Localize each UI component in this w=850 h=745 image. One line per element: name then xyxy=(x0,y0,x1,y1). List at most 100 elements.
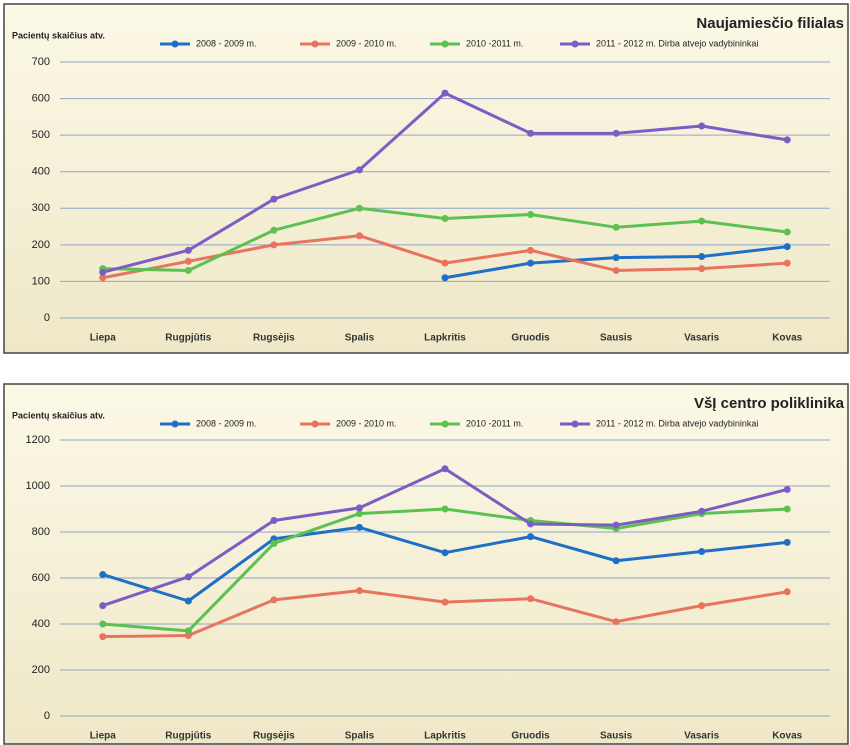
data-point xyxy=(441,259,449,267)
data-point xyxy=(355,166,363,174)
y-tick-label: 300 xyxy=(32,202,50,214)
data-point xyxy=(441,215,449,223)
legend-label: 2010 -2011 m. xyxy=(466,38,523,48)
legend-marker xyxy=(441,420,449,428)
y-tick-label: 100 xyxy=(32,275,50,287)
data-point xyxy=(612,129,620,137)
data-point xyxy=(441,549,449,557)
legend-label: 2010 -2011 m. xyxy=(466,418,523,428)
chart-frame xyxy=(3,383,849,745)
x-tick-label: Sausis xyxy=(600,333,633,344)
x-tick-label: Gruodis xyxy=(511,333,550,344)
data-point xyxy=(783,505,791,513)
legend-label: 2009 - 2010 m. xyxy=(336,418,397,428)
data-point xyxy=(698,253,706,261)
y-tick-label: 400 xyxy=(32,166,50,178)
legend-marker xyxy=(171,40,179,48)
chart-title: VšĮ centro poliklinika xyxy=(694,395,845,412)
data-point xyxy=(527,246,535,254)
data-point xyxy=(527,211,535,219)
chart-title: Naujamiesčio filialas xyxy=(696,15,844,32)
data-point xyxy=(783,243,791,251)
chart-frame xyxy=(3,3,849,354)
y-tick-label: 0 xyxy=(44,312,50,324)
data-point xyxy=(783,588,791,596)
legend-marker xyxy=(571,420,579,428)
data-point xyxy=(783,485,791,493)
y-tick-label: 500 xyxy=(32,129,50,141)
x-tick-label: Spalis xyxy=(345,333,375,344)
legend-marker xyxy=(311,40,319,48)
legend-marker xyxy=(171,420,179,428)
data-point xyxy=(527,595,535,603)
x-tick-label: Spalis xyxy=(345,731,375,742)
legend-marker xyxy=(571,40,579,48)
data-point xyxy=(184,257,192,265)
y-axis-label: Pacientų skaičius atv. xyxy=(12,30,105,40)
data-point xyxy=(612,521,620,529)
x-tick-label: Rugpjūtis xyxy=(165,333,212,344)
data-point xyxy=(355,510,363,518)
y-tick-label: 600 xyxy=(32,92,50,104)
data-point xyxy=(184,627,192,635)
data-point xyxy=(99,633,107,641)
data-point xyxy=(355,504,363,512)
x-tick-label: Rugsėjis xyxy=(253,731,295,742)
data-point xyxy=(441,274,449,282)
data-point xyxy=(184,597,192,605)
y-tick-label: 600 xyxy=(32,572,50,584)
data-point xyxy=(184,573,192,581)
data-point xyxy=(441,465,449,473)
legend-label: 2011 - 2012 m. Dirba atvejo vadybininkai xyxy=(596,38,758,48)
data-point xyxy=(783,538,791,546)
data-point xyxy=(612,223,620,231)
data-point xyxy=(270,540,278,547)
data-point xyxy=(355,523,363,531)
x-tick-label: Rugsėjis xyxy=(253,333,295,344)
x-tick-label: Liepa xyxy=(90,731,117,742)
data-point xyxy=(270,241,278,249)
data-point xyxy=(184,246,192,254)
data-point xyxy=(612,557,620,565)
data-point xyxy=(270,226,278,234)
y-tick-label: 1000 xyxy=(26,480,50,492)
data-point xyxy=(270,517,278,524)
data-point xyxy=(99,620,107,628)
data-point xyxy=(184,266,192,274)
x-tick-label: Liepa xyxy=(90,333,117,344)
x-tick-label: Sausis xyxy=(600,731,633,742)
y-tick-label: 400 xyxy=(32,618,50,630)
x-tick-label: Vasaris xyxy=(684,731,719,742)
legend-label: 2011 - 2012 m. Dirba atvejo vadybininkai xyxy=(596,418,758,428)
legend-label: 2008 - 2009 m. xyxy=(196,418,257,428)
data-point xyxy=(698,548,706,556)
x-tick-label: Rugpjūtis xyxy=(165,731,212,742)
data-point xyxy=(698,122,706,130)
y-axis-label: Pacientų skaičius atv. xyxy=(12,410,105,420)
x-tick-label: Lapkritis xyxy=(424,731,466,742)
legend-label: 2009 - 2010 m. xyxy=(336,38,397,48)
legend-label: 2008 - 2009 m. xyxy=(196,38,257,48)
data-point xyxy=(698,602,706,610)
data-point xyxy=(698,217,706,225)
data-point xyxy=(783,259,791,267)
x-tick-label: Gruodis xyxy=(511,731,550,742)
y-tick-label: 200 xyxy=(32,239,50,251)
data-point xyxy=(270,195,278,203)
data-point xyxy=(527,129,535,137)
data-point xyxy=(99,274,107,282)
data-point xyxy=(783,136,791,144)
data-point xyxy=(441,89,449,97)
data-point xyxy=(698,265,706,273)
x-tick-label: Lapkritis xyxy=(424,333,466,344)
data-point xyxy=(355,232,363,240)
y-tick-label: 1200 xyxy=(26,434,50,446)
x-tick-label: Vasaris xyxy=(684,333,719,344)
data-point xyxy=(441,505,449,513)
data-point xyxy=(698,507,706,515)
x-tick-label: Kovas xyxy=(772,333,802,344)
y-tick-label: 200 xyxy=(32,664,50,676)
data-point xyxy=(355,587,363,595)
data-point xyxy=(612,618,620,626)
